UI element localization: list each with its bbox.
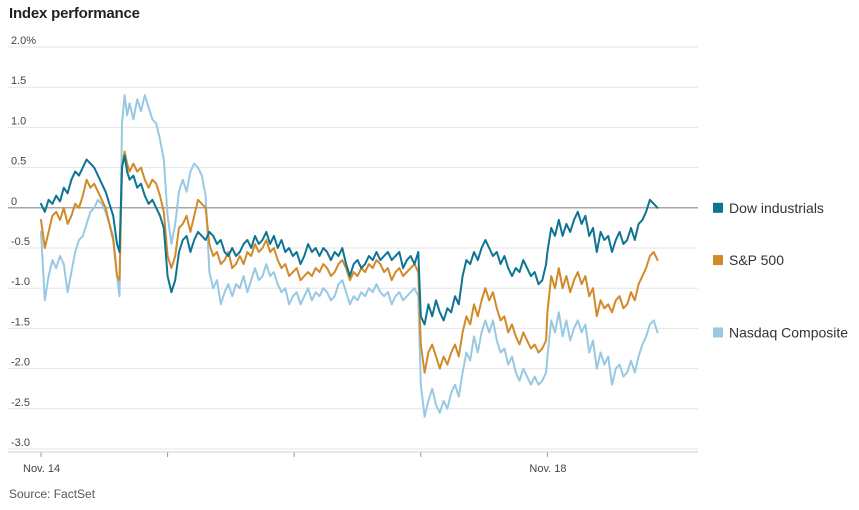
y-tick-label: 1.0: [11, 115, 26, 127]
series-lines: [40, 94, 659, 418]
legend-label: Nasdaq Composite: [729, 324, 848, 340]
legend-swatch: [713, 202, 723, 213]
y-tick-label: 0.5: [11, 156, 26, 168]
legend-label: Dow industrials: [729, 200, 824, 216]
y-tick-label: -2.0: [11, 357, 30, 369]
gridlines: [8, 46, 698, 450]
x-tick-label: Nov. 18: [529, 463, 566, 475]
series-line-nasdaq-composite: [40, 94, 659, 418]
x-tick-label: Nov. 14: [23, 463, 60, 475]
y-tick-label: -3.0: [11, 437, 30, 449]
chart-title: Index performance: [9, 5, 140, 22]
y-tick-label: 2.0%: [11, 35, 36, 47]
legend-item: Nasdaq Composite: [713, 324, 848, 340]
series-line-s-p-500: [40, 150, 659, 374]
x-axis-day-ticks: [8, 451, 698, 457]
y-tick-label: -1.5: [11, 316, 30, 328]
y-tick-label: 0: [11, 196, 17, 208]
x-axis-labels: Nov. 14 Nov. 18: [23, 463, 566, 475]
legend-label: S&P 500: [729, 252, 784, 268]
legend: Dow industrials S&P 500 Nasdaq Composite: [713, 200, 848, 340]
y-tick-label: 1.5: [11, 75, 26, 87]
legend-swatch: [713, 327, 723, 338]
y-tick-label: -1.0: [11, 276, 30, 288]
source-note: Source: FactSet: [9, 487, 96, 501]
y-tick-label: -2.5: [11, 397, 30, 409]
legend-swatch: [713, 255, 723, 266]
legend-item: Dow industrials: [713, 200, 824, 216]
legend-item: S&P 500: [713, 252, 784, 268]
series-line-dow-industrials: [40, 154, 659, 326]
y-axis-labels: 2.0% 1.5 1.0 0.5 0 -0.5 -1.0 -1.5 -2.0 -2.5 -3.0: [11, 35, 36, 449]
y-tick-label: -0.5: [11, 236, 30, 248]
